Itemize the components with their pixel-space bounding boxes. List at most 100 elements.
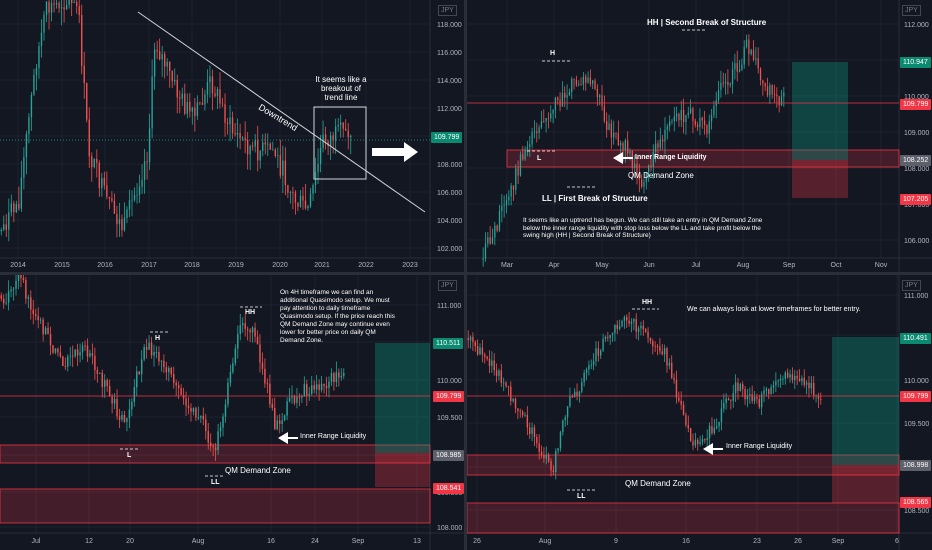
candle-body [287,185,289,193]
candle-body [547,118,550,119]
candle-body [597,348,600,356]
candle-body [292,191,294,193]
candle-body [789,374,791,378]
daily-chart-panel[interactable]: 112.000111.000110.000109.000108.000107.0… [467,0,932,272]
candle-body [0,229,2,232]
candle-body [580,84,582,86]
panel-divider-horizontal [0,272,932,275]
stop-loss-zone [832,465,899,503]
candle-body [557,448,559,452]
candle-body [578,391,581,397]
candle-body [319,147,322,165]
candle-body [613,132,615,138]
candle-body [734,63,736,70]
candle-body [249,146,251,155]
candle-body [143,346,145,360]
candle-body [315,384,318,390]
candle-body [271,404,274,408]
candle-body [678,397,680,401]
h-label: H [155,335,161,342]
sl-price-tag: 107.205 [900,194,932,205]
candle-body [59,352,62,357]
candle-body [13,203,15,213]
candle-body [42,319,44,335]
candle-body [488,358,491,366]
candle-body [621,320,623,327]
candle-body [713,105,715,116]
candle-body [272,149,274,151]
candle-body [239,133,241,139]
candle-body [194,107,196,116]
candle-body [15,280,17,289]
candle-body [590,364,592,366]
candle-body [286,401,288,416]
candle-body [312,185,314,194]
candle-body [742,384,744,390]
candle-body [148,342,150,350]
arrow-left-icon [613,152,633,164]
candle-body [517,168,519,176]
daily-chart-svg[interactable]: 112.000111.000110.000109.000108.000107.0… [467,0,932,272]
candle-body [113,200,116,214]
candle-body [486,356,488,359]
candle-body [121,219,123,231]
lower-tf-chart-panel[interactable]: 111.000110.500110.000109.500109.000108.5… [467,275,932,550]
candle-body [133,194,136,200]
candle-body [254,140,256,147]
ll-label: LL | First Break of Structure [542,194,648,203]
candle-body [576,391,578,397]
candle-body [741,64,743,70]
candle-body [43,14,45,33]
candle-body [184,93,186,114]
x-axis-tick: Oct [831,262,842,269]
daily-qm-zone [0,488,431,524]
candle-body [219,427,222,432]
candle-body [647,331,649,338]
weekly-chart-panel[interactable]: 118.000116.000114.000112.000110.000108.0… [0,0,464,272]
candle-body [96,158,98,163]
candle-body [69,355,71,357]
candle-body [333,373,335,383]
h4-chart-panel[interactable]: 111.000110.500110.000109.500109.000108.5… [0,275,464,550]
hh-label: HH [245,309,256,316]
candle-body [481,347,484,355]
candle-body [180,388,182,395]
candle-body [146,161,148,163]
candle-body [244,137,246,140]
candle-body [618,326,621,329]
candle-body [573,391,576,398]
candle-body [116,398,118,417]
h4-chart-svg[interactable]: 111.000110.500110.000109.500109.000108.5… [0,275,464,550]
candle-body [128,409,131,419]
y-axis-tick: 112.000 [437,106,462,113]
candle-body [136,194,138,196]
y-axis-tick: 110.000 [904,94,929,101]
lower-tf-chart-svg[interactable]: 111.000110.500110.000109.500109.000108.5… [467,275,932,550]
weekly-chart-svg[interactable]: 118.000116.000114.000112.000110.000108.0… [0,0,464,272]
candle-body [320,383,323,390]
candle-body [628,320,630,324]
qm-demand-zone [0,444,431,464]
candle-body [522,154,524,160]
candle-body [308,393,311,396]
candle-body [161,54,163,60]
candle-body [57,348,59,353]
sl-price-tag: 108.565 [900,497,932,508]
x-axis-tick: 26 [473,538,481,545]
candle-body [244,323,246,330]
candle-body [259,150,261,161]
candle-body [307,206,309,209]
candle-body [718,421,720,427]
candle-body [763,390,765,395]
candle-body [731,69,734,85]
candle-body [118,219,121,225]
candle-body [306,384,308,396]
candle-body [163,54,166,67]
candle-body [813,382,815,396]
candle-body [517,408,519,412]
y-axis-tick: 116.000 [437,50,462,57]
x-axis-tick: 9 [614,538,618,545]
candle-body [153,49,156,77]
candle-body [174,80,176,82]
stop-loss-zone [375,453,430,487]
